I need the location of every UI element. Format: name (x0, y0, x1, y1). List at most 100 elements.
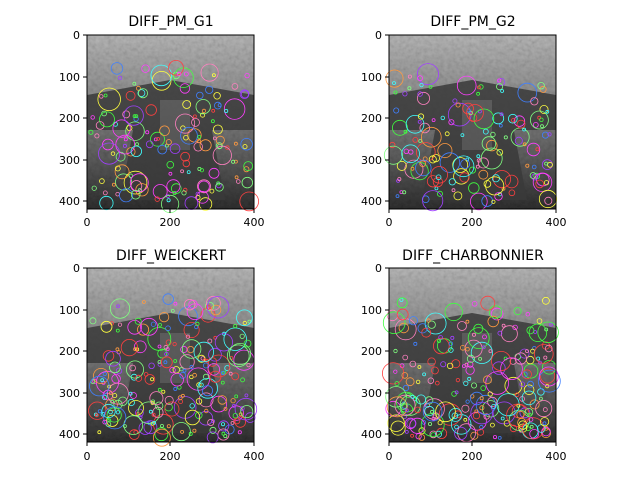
keypoint-circle (207, 338, 213, 344)
y-axis: 0 100 200 300 400 (361, 262, 389, 441)
keypoint-circle (161, 389, 166, 394)
keypoint-circle (193, 341, 215, 363)
keypoint-circle (221, 431, 226, 436)
keypoint-circle (466, 104, 484, 122)
keypoint-circle (436, 338, 441, 343)
keypoint-circle (531, 173, 539, 181)
keypoint-circle (488, 305, 503, 319)
keypoint-circle (541, 131, 549, 139)
keypoint-circle (460, 159, 471, 169)
y-tick-label: 0 (73, 29, 80, 42)
keypoint-circle (448, 341, 454, 346)
keypoint-circle (478, 356, 483, 361)
keypoint-circle (179, 83, 191, 94)
keypoint-circle (450, 335, 455, 340)
keypoint-circle (211, 419, 215, 424)
keypoint-circle (206, 431, 219, 444)
keypoint-circle (243, 166, 250, 173)
keypoint-circle (506, 403, 530, 428)
keypoint-circle (415, 379, 421, 385)
keypoint-circle (231, 403, 236, 408)
panel-image (383, 35, 558, 212)
keypoint-circle (437, 420, 443, 426)
keypoint-circle (231, 159, 236, 164)
keypoint-circle (537, 321, 559, 344)
keypoint-circle (183, 134, 189, 141)
keypoint-circle (127, 398, 135, 407)
keypoint-circle (244, 73, 250, 79)
keypoint-circle (479, 396, 484, 401)
keypoint-circle (390, 420, 406, 436)
keypoint-circle (542, 296, 550, 305)
keypoint-circle (120, 338, 138, 357)
keypoint-circle (396, 160, 407, 171)
keypoint-circle (157, 344, 162, 349)
keypoint-circle (429, 430, 438, 439)
panel-image (381, 268, 561, 443)
x-tick-label: 400 (546, 450, 567, 463)
keypoint-circle (233, 141, 238, 146)
keypoint-circle (440, 115, 445, 121)
y-tick-label: 0 (375, 262, 382, 275)
keypoint-circle (132, 81, 137, 86)
keypoint-circle (463, 417, 468, 422)
keypoint-circle (538, 366, 559, 387)
keypoint-circle (91, 185, 97, 191)
keypoint-circle (123, 105, 144, 126)
keypoint-circle (485, 176, 505, 196)
keypoint-circle (223, 434, 228, 439)
keypoint-circle (137, 88, 148, 99)
y-tick-label: 400 (59, 195, 80, 208)
keypoint-circle (211, 108, 216, 113)
keypoint-circle (512, 324, 518, 331)
keypoint-circle (492, 112, 505, 125)
keypoint-circle (519, 407, 531, 419)
keypoint-circle (538, 360, 542, 365)
keypoint-circle (149, 391, 164, 406)
keypoint-circle (89, 317, 97, 325)
keypoint-circle (500, 416, 505, 421)
keypoint-circle (417, 113, 425, 120)
keypoint-circle (497, 78, 502, 83)
keypoint-circle (200, 112, 206, 118)
keypoint-circle (525, 426, 531, 432)
keypoint-circle (94, 413, 99, 418)
keypoint-circle (455, 102, 461, 108)
keypoint-circle (191, 118, 200, 127)
keypoint-circle (239, 333, 245, 339)
keypoint-circle (508, 189, 516, 197)
keypoint-circle (130, 189, 141, 200)
keypoint-circle (543, 180, 550, 186)
keypoint-circle (206, 296, 230, 319)
keypoint-circle (480, 147, 503, 170)
keypoint-circle (234, 416, 247, 428)
keypoint-circle (402, 354, 409, 361)
keypoint-circle (528, 323, 548, 343)
keypoint-circle (530, 110, 549, 130)
keypoint-circle (417, 323, 428, 334)
keypoint-circle (427, 421, 432, 426)
y-tick-label: 300 (59, 387, 80, 400)
keypoint-circle (465, 365, 475, 375)
keypoint-circle (459, 172, 470, 183)
keypoint-circle (514, 136, 523, 145)
keypoint-circle (428, 155, 437, 164)
keypoint-circle (165, 139, 172, 146)
keypoint-circle (239, 406, 245, 411)
x-axis: 0 200 400 (84, 209, 265, 229)
keypoint-circle (231, 83, 239, 90)
keypoint-circle (168, 171, 173, 176)
keypoint-circle (240, 377, 246, 383)
keypoint-circle (468, 166, 476, 174)
keypoint-circle (135, 183, 149, 197)
panel-title: DIFF_PM_G1 (128, 14, 213, 30)
keypoint-circle (99, 195, 114, 211)
y-tick-label: 200 (59, 345, 80, 358)
keypoint-circle (183, 299, 196, 311)
keypoint-circle (214, 333, 233, 352)
keypoint-circle (501, 323, 506, 328)
keypoint-circle (452, 157, 469, 173)
keypoint-circle (182, 159, 190, 168)
keypoint-circle (539, 368, 556, 384)
keypoint-circle (242, 144, 248, 150)
